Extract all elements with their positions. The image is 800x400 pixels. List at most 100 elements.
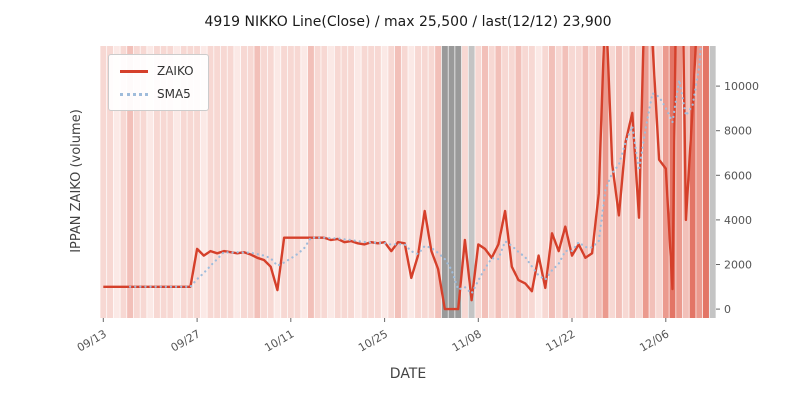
background-band	[515, 46, 522, 318]
background-band	[374, 46, 381, 318]
background-band	[301, 46, 308, 318]
background-band	[615, 46, 622, 318]
background-band	[508, 46, 515, 318]
background-band	[555, 46, 562, 318]
background-band	[569, 46, 576, 318]
background-band	[522, 46, 529, 318]
background-band	[127, 46, 134, 318]
background-band	[702, 46, 709, 318]
background-band	[656, 46, 663, 318]
background-band	[307, 46, 314, 318]
background-band	[234, 46, 241, 318]
background-band	[174, 46, 180, 318]
background-band	[147, 46, 154, 318]
background-band	[468, 46, 475, 318]
background-band	[488, 46, 495, 318]
background-band	[441, 46, 448, 318]
background-band	[669, 46, 676, 318]
background-band	[207, 46, 214, 318]
legend-label-sma5: SMA5	[157, 87, 191, 101]
background-band	[214, 46, 221, 318]
background-band	[247, 46, 254, 318]
background-band	[361, 46, 368, 318]
legend-item-sma5: SMA5	[120, 87, 194, 101]
background-band	[334, 46, 341, 318]
legend: ZAIKO SMA5	[108, 54, 209, 111]
background-band	[435, 46, 442, 318]
background-band	[415, 46, 422, 318]
background-band	[495, 46, 502, 318]
background-band	[274, 46, 281, 318]
background-band	[602, 46, 609, 318]
background-band	[676, 46, 683, 318]
background-band	[120, 46, 127, 318]
background-band	[287, 46, 294, 318]
background-band	[200, 46, 207, 318]
background-band	[575, 46, 582, 318]
background-band	[314, 46, 321, 318]
background-band	[107, 46, 114, 318]
x-tick-label: 11/22	[544, 327, 578, 354]
background-band	[160, 46, 167, 318]
background-band	[609, 46, 616, 318]
x-tick-label: 09/27	[169, 327, 203, 354]
background-band	[582, 46, 589, 318]
background-band	[528, 46, 535, 318]
background-band	[461, 46, 468, 318]
background-band	[642, 46, 649, 318]
x-tick-label: 10/11	[262, 327, 296, 354]
background-band	[348, 46, 355, 318]
x-tick-label: 10/25	[356, 327, 390, 354]
background-band	[535, 46, 542, 318]
background-band	[167, 46, 174, 318]
background-band	[448, 46, 455, 318]
sma5-line	[129, 46, 702, 296]
background-band	[180, 46, 187, 318]
background-band	[220, 46, 227, 318]
y-tick-label: 4000	[724, 214, 752, 227]
background-band	[502, 46, 509, 318]
background-band	[100, 46, 107, 318]
background-band	[408, 46, 415, 318]
y-tick-label: 10000	[724, 80, 759, 93]
background-band	[401, 46, 408, 318]
background-band	[421, 46, 428, 318]
background-band	[153, 46, 160, 318]
y-tick-label: 0	[724, 303, 731, 316]
background-band	[388, 46, 395, 318]
y-tick-label: 8000	[724, 125, 752, 138]
background-band	[281, 46, 288, 318]
background-band	[354, 46, 361, 318]
background-band	[709, 46, 716, 318]
background-band	[542, 46, 549, 318]
background-band	[261, 46, 268, 318]
background-band	[254, 46, 261, 318]
background-band	[227, 46, 234, 318]
x-tick-label: 12/06	[637, 327, 671, 354]
chart-title: 4919 NIKKO Line(Close) / max 25,500 / la…	[204, 14, 612, 30]
background-band	[321, 46, 328, 318]
background-band	[475, 46, 482, 318]
background-band	[562, 46, 569, 318]
background-band	[140, 46, 147, 318]
background-band	[267, 46, 274, 318]
background-band	[368, 46, 375, 318]
legend-label-zaiko: ZAIKO	[157, 64, 194, 78]
background-band	[294, 46, 301, 318]
background-band	[381, 46, 388, 318]
background-band	[589, 46, 596, 318]
background-band	[689, 46, 696, 318]
sma5-line-sample	[120, 92, 148, 96]
background-band	[622, 46, 629, 318]
background-band	[428, 46, 435, 318]
background-band	[133, 46, 140, 318]
y-axis-label: IPPAN ZAIKO (volume)	[69, 109, 84, 253]
background-band	[394, 46, 401, 318]
background-band	[187, 46, 194, 318]
background-band	[341, 46, 348, 318]
x-axis-label: DATE	[389, 366, 427, 382]
background-band	[482, 46, 488, 318]
